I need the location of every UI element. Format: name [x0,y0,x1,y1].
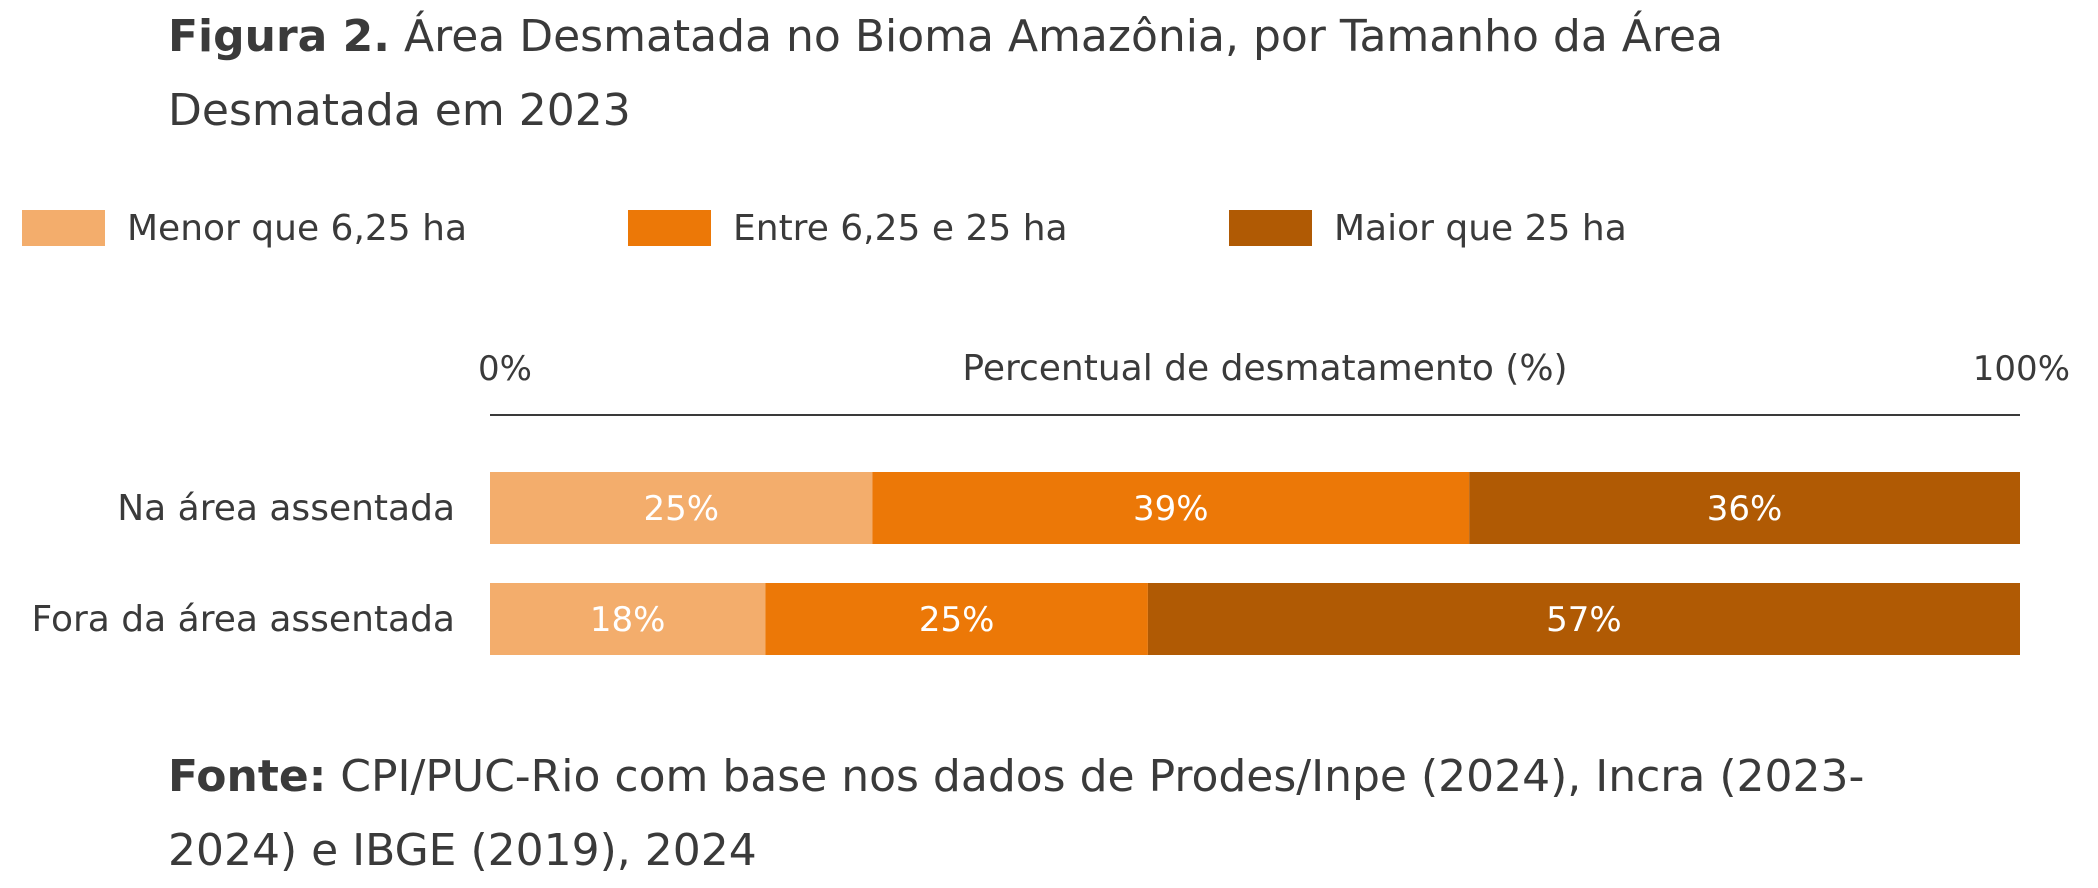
category-label: Fora da área assentada [32,599,455,640]
bar-segment [765,583,1148,655]
figure-title-text: Área Desmatada no Bioma Amazônia, por Ta… [168,11,1724,136]
figure-title: Figura 2. Área Desmatada no Bioma Amazôn… [168,0,1968,148]
x-axis-label: Percentual de desmatamento (%) [962,348,1567,389]
bar-segment [872,472,1470,544]
bar-segment [1469,472,2020,544]
chart-legend: Menor que 6,25 ha Entre 6,25 e 25 ha Mai… [22,198,2022,258]
bars: Na área assentada 25% 39% 36% Fora da área a… [32,472,2020,655]
legend-swatch-large [1229,210,1312,246]
source-text: CPI/PUC-Rio com base nos dados de Prodes… [168,751,1865,876]
x-tick-label-max: 100% [1973,349,2070,389]
figure-source: Fonte: CPI/PUC-Rio com base nos dados de… [168,740,1988,888]
legend-swatch-medium [628,210,711,246]
legend-swatch-small [22,210,105,246]
bar-value-label: 25% [643,489,719,529]
legend-label-large: Maior que 25 ha [1334,207,1627,249]
x-axis: 0% 100% Percentual de desmatamento (%) [478,348,2070,416]
bar-value-label: 39% [1133,489,1209,529]
bar-segment [1147,583,2020,655]
x-tick-label-min: 0% [478,349,532,389]
legend-label-medium: Entre 6,25 e 25 ha [733,207,1068,249]
bar-value-label: 57% [1546,600,1622,640]
legend-label-small: Menor que 6,25 ha [127,207,468,249]
legend-item-small: Menor que 6,25 ha [22,198,467,258]
legend-item-large: Maior que 25 ha [1229,198,1627,258]
legend-item-medium: Entre 6,25 e 25 ha [628,198,1068,258]
bar-segment [490,583,766,655]
bar-row: Na área assentada 25% 39% 36% [117,472,2020,544]
bar-segment [490,472,873,544]
bar-value-label: 36% [1707,489,1783,529]
figure-title-lead: Figura 2. [168,11,390,62]
stacked-bar-chart: 0% 100% Percentual de desmatamento (%) Na … [32,348,2070,655]
bar-value-label: 25% [919,600,995,640]
bar-value-label: 18% [590,600,666,640]
category-label: Na área assentada [117,488,455,529]
bar-row: Fora da área assentada 18% 25% 57% [32,583,2020,655]
source-lead: Fonte: [168,751,327,802]
